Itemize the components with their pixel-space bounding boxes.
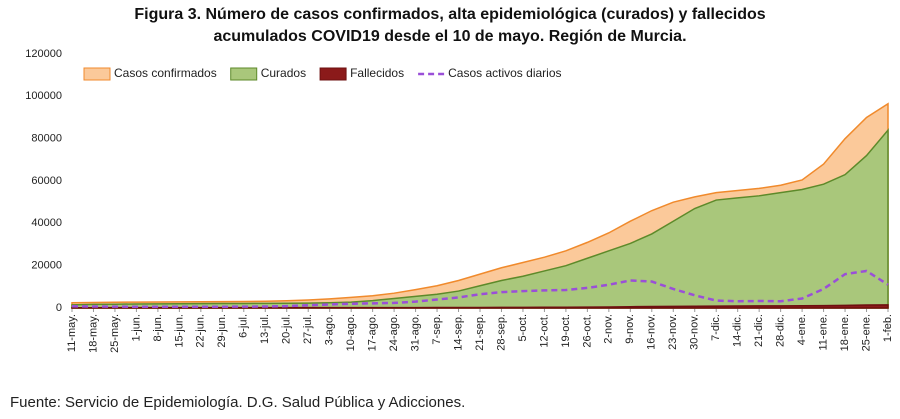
- y-tick-label: 100000: [25, 90, 62, 102]
- x-tick-label: 18-ene.: [839, 314, 851, 351]
- legend-swatch: [230, 67, 258, 81]
- x-tick-label: 7-sep.: [431, 314, 443, 345]
- x-tick-label: 27-jul.: [302, 314, 314, 344]
- x-tick-label: 14-sep.: [452, 314, 464, 351]
- x-tick-label: 28-dic.: [775, 314, 787, 347]
- x-tick-label: 15-jun.: [173, 314, 185, 348]
- x-tick-label: 26-oct.: [581, 314, 593, 348]
- y-tick-label: 80000: [31, 133, 62, 145]
- x-tick-label: 9-nov.: [624, 314, 636, 344]
- x-tick-label: 21-dic.: [753, 314, 765, 347]
- area: [71, 304, 889, 309]
- x-tick-label: 24-ago.: [388, 314, 400, 351]
- y-tick-label: 120000: [25, 48, 62, 60]
- x-tick-label: 30-nov.: [689, 314, 701, 350]
- x-tick-label: 1-jun.: [130, 314, 142, 342]
- legend-label: Fallecidos: [350, 66, 404, 80]
- x-tick-label: 12-oct.: [538, 314, 550, 348]
- legend-swatch: [83, 67, 111, 81]
- x-tick-label: 25-ene.: [860, 314, 872, 351]
- chart-title: Figura 3. Número de casos confirmados, a…: [134, 6, 766, 45]
- x-tick-label: 29-jun.: [216, 314, 228, 348]
- x-tick-label: 31-ago.: [409, 314, 421, 351]
- legend-swatch: [319, 67, 347, 81]
- x-tick-label: 17-ago.: [367, 314, 379, 351]
- y-tick-label: 0: [56, 302, 62, 314]
- legend-label: Casos activos diarios: [448, 66, 561, 80]
- x-tick-label: 1-feb.: [882, 314, 894, 342]
- line: [71, 269, 889, 308]
- x-tick-label: 5-oct.: [517, 314, 529, 342]
- x-tick-label: 19-oct.: [560, 314, 572, 348]
- y-tick-label: 40000: [31, 217, 62, 229]
- x-tick-label: 23-nov.: [667, 314, 679, 350]
- x-tick-label: 22-jun.: [195, 314, 207, 348]
- x-tick-label: 3-ago.: [324, 314, 336, 345]
- x-tick-label: 11-may.: [66, 314, 78, 352]
- x-tick-label: 20-jul.: [281, 314, 293, 344]
- source-note: Fuente: Servicio de Epidemiología. D.G. …: [10, 394, 466, 411]
- x-tick-label: 8-jun.: [152, 314, 164, 342]
- x-tick-label: 7-dic.: [710, 314, 722, 341]
- x-tick-label: 4-ene.: [796, 314, 808, 345]
- x-tick-label: 25-may.: [109, 314, 121, 353]
- x-tick-label: 16-nov.: [646, 314, 658, 350]
- x-tick-label: 18-may.: [87, 314, 99, 353]
- x-tick-label: 11-ene.: [817, 314, 829, 351]
- x-tick-label: 21-sep.: [474, 314, 486, 351]
- area: [71, 128, 889, 309]
- x-tick-label: 28-sep.: [495, 314, 507, 351]
- y-tick-label: 60000: [31, 175, 62, 187]
- legend-label: Casos confirmados: [114, 66, 217, 80]
- x-tick-label: 10-ago.: [345, 314, 357, 351]
- x-tick-label: 14-dic.: [732, 314, 744, 347]
- x-tick-label: 6-jul.: [238, 314, 250, 338]
- x-tick-label: 13-jul.: [259, 314, 271, 344]
- x-tick-label: 2-nov.: [603, 314, 615, 344]
- legend-label: Curados: [261, 66, 306, 80]
- y-tick-label: 20000: [31, 260, 62, 272]
